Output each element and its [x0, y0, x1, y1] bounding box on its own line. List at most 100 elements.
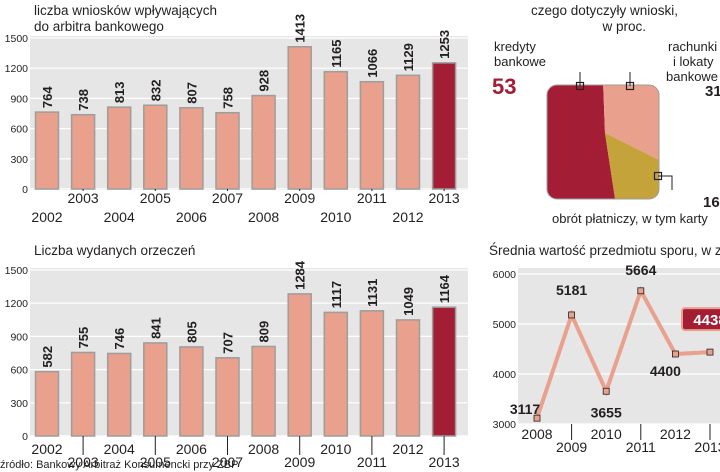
value-label-2004: 813	[112, 81, 127, 103]
value-label-2005: 832	[148, 80, 163, 102]
x-label-2005: 2005	[140, 190, 171, 206]
point-2008	[533, 414, 541, 422]
bar-2004	[106, 106, 132, 190]
rulings-gridlines	[30, 269, 468, 437]
rulings-plot-panel	[30, 268, 468, 436]
pie-marker-bank	[575, 81, 585, 91]
pie-value-accounts: 31	[705, 83, 720, 100]
pie-label-accounts-line-1: rachunki	[668, 39, 717, 54]
applications-x-axis: 2002 2003 2004 2005 2006 2007 2008 2009 2010 2011…	[31, 189, 460, 225]
applications-value-labels: 764 738 813 832 807 758 928 1413 1165 1066 1129 125…	[40, 14, 452, 111]
value-label-2013: 1164	[437, 274, 452, 303]
value-label-2008: 809	[257, 321, 272, 343]
point-2010	[602, 387, 610, 395]
rulings-x-axis: 2002 2003 2004 2005 2006 2007 2008 2009 2010 2011…	[31, 436, 460, 470]
x-label-2011: 2011	[357, 190, 387, 206]
applications-y-axis: 0 300 600 900 1200 1500	[5, 33, 29, 196]
pie-label-accounts-line-3: bankowe	[666, 69, 718, 84]
value-label-2009: 1284	[293, 260, 308, 290]
dispute-value-line-chart: Średnia wartość przedmiotu sporu, w zł 3…	[489, 243, 720, 455]
x-label-2012: 2012	[392, 441, 423, 457]
bar-2004	[106, 352, 132, 437]
value-label-2010: 1117	[329, 281, 344, 309]
rulings-bars	[34, 293, 457, 437]
x-label-2008: 2008	[521, 426, 552, 442]
point-2012	[672, 350, 679, 358]
pie-slice-obrot-platniczy	[605, 133, 659, 199]
value-label-2010: 1165	[329, 40, 344, 68]
x-label-2004: 2004	[104, 441, 135, 457]
applications-plot-panel	[30, 36, 468, 190]
x-label-2011: 2011	[626, 439, 656, 455]
dispute-value-series-line	[535, 285, 711, 419]
pie-label-accounts-line-2: i lokaty	[673, 54, 714, 69]
dispute-value-plot-panel	[518, 268, 720, 424]
pie-leader-payments	[658, 175, 673, 190]
bar-2007	[215, 111, 240, 190]
bar-2010	[323, 70, 349, 190]
pie-value-bank: 53	[492, 74, 516, 99]
rulings-y-axis: 0 300 600 900 1200 1500	[5, 265, 29, 443]
bar-2013	[431, 306, 457, 437]
value-label-2002: 582	[40, 346, 55, 368]
x-label-2003: 2003	[68, 190, 99, 206]
y-tick-label: 300	[10, 154, 28, 166]
applications-title-line-2: do arbitra bankowego	[34, 19, 164, 34]
x-label-2002: 2002	[31, 441, 62, 457]
value-label-2013: 1253	[437, 30, 452, 59]
value-label-2008: 928	[257, 70, 272, 92]
x-label-2009: 2009	[284, 190, 315, 206]
x-label-2013: 2013	[429, 454, 460, 470]
bar-2010	[323, 311, 349, 437]
dispute-value-y-axis: 3000 4000 5000 6000	[493, 269, 517, 431]
bar-2009	[287, 46, 312, 190]
pie-slice-rachunki-i-lokaty	[603, 85, 659, 163]
bar-2003	[70, 113, 96, 190]
value-label-2010: 3655	[591, 404, 622, 420]
pie-value-payments: 16	[703, 194, 720, 211]
bar-2011	[359, 310, 385, 437]
y-tick-label: 900	[10, 331, 28, 343]
pie-marker-accounts	[625, 81, 635, 91]
value-label-2011: 1131	[365, 279, 380, 307]
point-2011	[637, 287, 645, 295]
y-tick-label: 4000	[493, 369, 517, 381]
value-label-2008: 3117	[510, 401, 541, 417]
y-tick-label: 1500	[5, 33, 29, 45]
value-label-2011: 5664	[625, 262, 656, 278]
value-label-2011: 1066	[365, 49, 380, 78]
bar-2002	[34, 111, 60, 190]
bar-2012	[395, 319, 421, 437]
value-label-2009: 1413	[293, 14, 308, 43]
bar-2003	[70, 351, 96, 437]
y-tick-label: 1200	[5, 298, 29, 310]
x-label-2010: 2010	[591, 426, 622, 442]
value-label-2012: 1129	[401, 43, 416, 71]
x-label-2007: 2007	[212, 190, 243, 206]
x-label-2008: 2008	[248, 441, 279, 457]
point-2013	[706, 348, 714, 356]
y-tick-label: 1500	[5, 265, 29, 277]
value-label-2004: 746	[112, 328, 127, 350]
y-tick-label: 0	[22, 184, 28, 196]
x-label-2009: 2009	[556, 439, 587, 455]
dispute-value-points	[533, 287, 714, 422]
bar-2002	[34, 370, 60, 437]
x-label-2008: 2008	[248, 209, 279, 225]
y-tick-label: 0	[22, 431, 28, 443]
x-label-2009: 2009	[284, 454, 315, 470]
bar-2008	[251, 345, 276, 437]
y-tick-label: 600	[10, 365, 28, 377]
source-note: źródło: Bankowy Arbitraż Konsumencki prz…	[0, 459, 238, 471]
x-label-2010: 2010	[320, 441, 351, 457]
issues-title-line-2: w proc.	[601, 19, 646, 34]
value-label-2005: 841	[148, 317, 163, 339]
bar-2006	[179, 346, 204, 437]
value-label-2013: 4438	[693, 312, 720, 329]
y-tick-label: 6000	[493, 269, 517, 281]
x-label-2013: 2013	[694, 439, 720, 455]
x-label-2013: 2013	[429, 190, 460, 206]
x-label-2003: 2003	[68, 454, 99, 470]
x-label-2012: 2012	[660, 426, 691, 442]
